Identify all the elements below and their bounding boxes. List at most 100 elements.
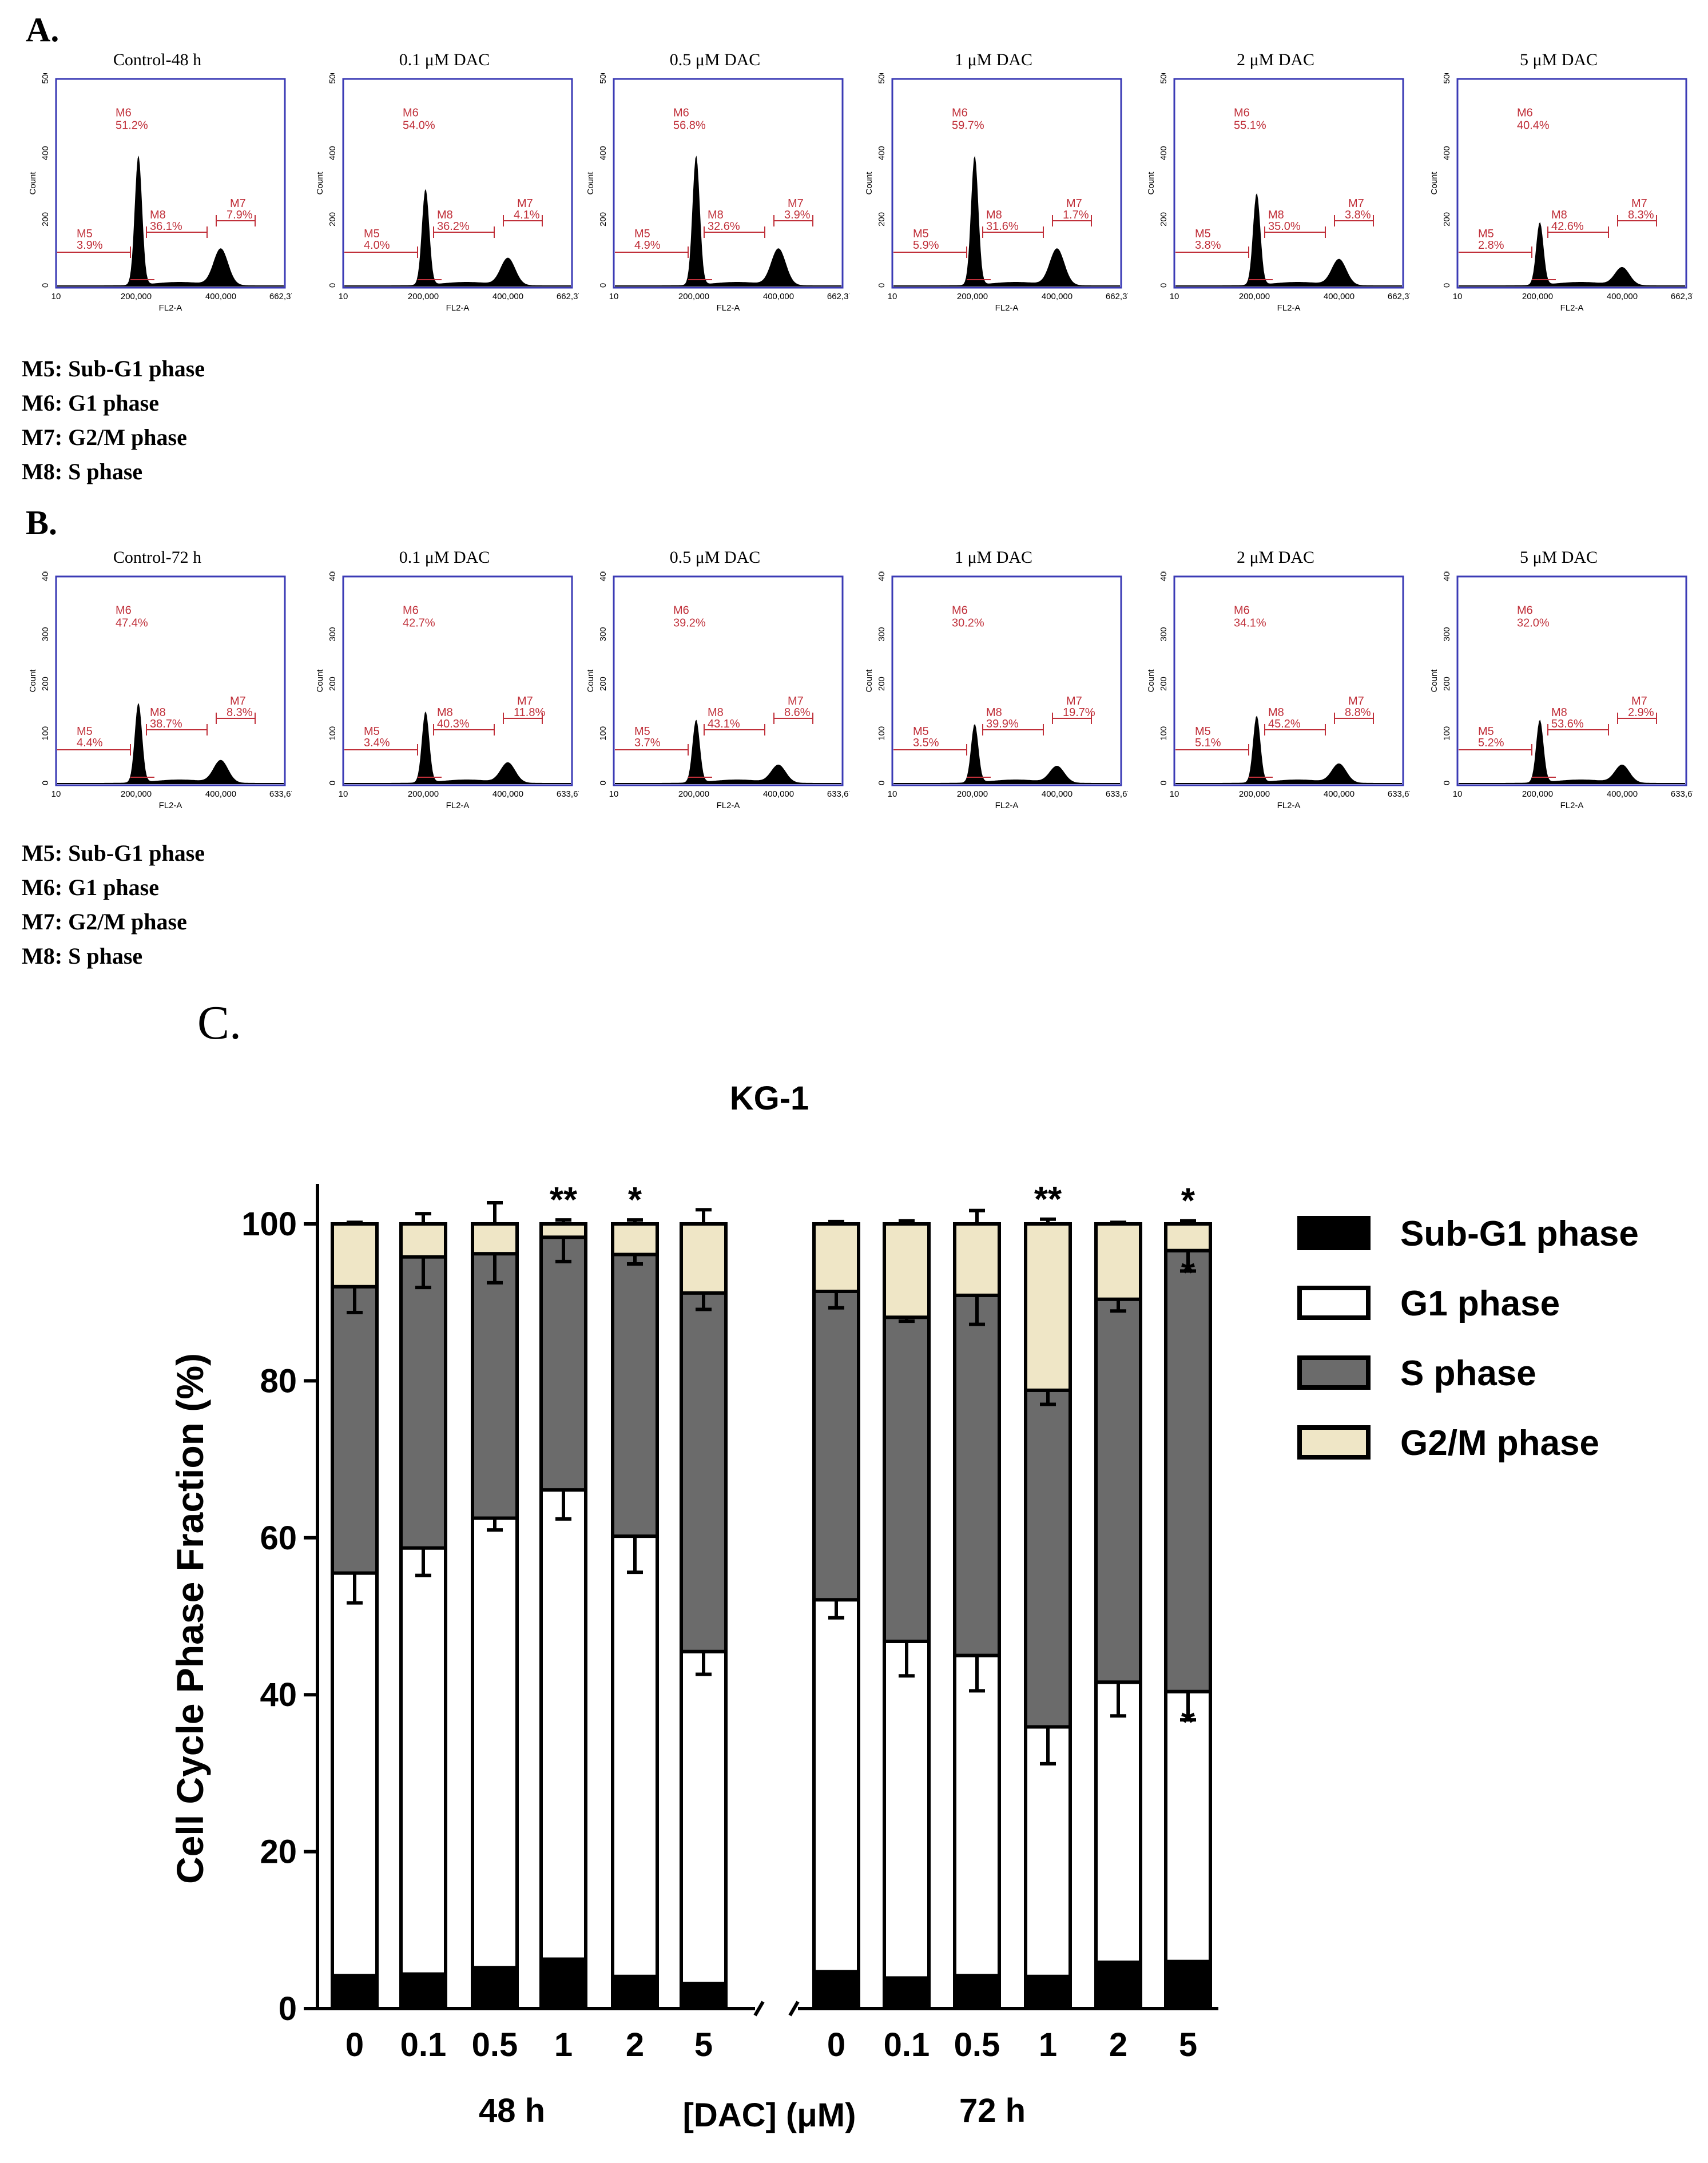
- significance-marker: *: [1181, 1182, 1195, 1221]
- histogram-title: 1 μM DAC: [954, 50, 1033, 69]
- bar-segment-sub-g1: [399, 1972, 447, 2010]
- histogram-x-tick: 10: [339, 292, 348, 301]
- phase-legend-item: M6: G1 phase: [22, 874, 159, 900]
- histogram-x-tick: 400,000: [492, 789, 523, 799]
- histogram-plot: 2 μM DAC 0 100 200 300 400 Count 10 200,000 400,0…: [1141, 548, 1410, 817]
- marker-m5-name: M5: [77, 725, 93, 738]
- histogram-plot: 2 μM DAC 0 200 400 500 Count 10 200,000 400,000 6…: [1141, 50, 1410, 319]
- histogram-x-label: FL2-A: [1560, 303, 1584, 313]
- marker-m8-value: 39.9%: [986, 718, 1019, 730]
- histogram-y-tick: 400: [328, 571, 337, 582]
- histogram-x-tick: 400,000: [1324, 292, 1355, 301]
- histogram-y-tick: 400: [877, 571, 887, 582]
- histogram-frame: [342, 575, 573, 786]
- marker-m5-name: M5: [77, 228, 93, 240]
- histogram-y-tick: 200: [598, 677, 608, 691]
- marker-m8-name: M8: [708, 706, 724, 719]
- y-tick-label: 40: [260, 1676, 297, 1713]
- phase-legend-item: M6: G1 phase: [22, 390, 159, 416]
- bar-segment-sub-g1: [680, 1982, 728, 2010]
- histogram-x-label: FL2-A: [159, 303, 182, 313]
- bar-segment-g1: [471, 1516, 519, 1970]
- histogram-plot: 5 μM DAC 0 100 200 300 400 Count 10 200,000 400,0…: [1424, 548, 1693, 817]
- bar-segment-sub-g1: [812, 1970, 860, 2010]
- histogram-x-tick: 400,000: [205, 292, 236, 301]
- histogram-y-tick: 200: [41, 212, 50, 226]
- bar-segment-sub-g1: [331, 1974, 379, 2010]
- histogram-y-tick: 200: [41, 677, 50, 691]
- marker-m7-name: M7: [1631, 197, 1647, 210]
- axis-break-mark: [788, 2001, 800, 2017]
- histogram-y-tick: 300: [1159, 627, 1169, 641]
- marker-m6-name: M6: [1234, 107, 1250, 120]
- histogram-svg: 0 200 400 500 Count 10 200,000 400,000 662,378 FL…: [28, 73, 292, 313]
- bar-segment-g1: [680, 1649, 728, 1986]
- histogram-plot: 0.5 μM DAC 0 200 400 500 Count 10 200,000 400,00…: [581, 50, 849, 319]
- histogram-y-tick: 200: [328, 212, 337, 226]
- histogram-x-tick: 633,674: [1671, 789, 1693, 799]
- histogram-x-label: FL2-A: [995, 801, 1019, 810]
- marker-m8-name: M8: [1551, 209, 1567, 221]
- marker-m7-name: M7: [230, 197, 246, 210]
- marker-m8-name: M8: [437, 209, 453, 221]
- marker-m5-value: 5.1%: [1195, 737, 1221, 749]
- histogram-title: 2 μM DAC: [1236, 548, 1315, 567]
- histogram-svg: 0 200 400 500 Count 10 200,000 400,000 662,378 FL…: [315, 73, 579, 313]
- marker-m6-value: 59.7%: [952, 120, 984, 132]
- histogram-x-tick: 662,378: [1388, 292, 1410, 301]
- bar-segment-s: [1024, 1388, 1072, 1729]
- histogram-x-label: FL2-A: [159, 801, 182, 810]
- marker-m6-name: M6: [1234, 605, 1250, 617]
- marker-m6-value: 47.4%: [116, 617, 148, 630]
- bar-segment-g1: [611, 1534, 659, 1978]
- phase-legend-item: M5: Sub-G1 phase: [22, 840, 205, 866]
- histogram-y-tick: 200: [1159, 212, 1169, 226]
- marker-m6-value: 54.0%: [403, 120, 435, 132]
- histogram-x-tick: 10: [609, 292, 619, 301]
- marker-m7-value: 11.8%: [514, 706, 545, 719]
- histogram-svg: 0 200 400 500 Count 10 200,000 400,000 662,378 FL…: [864, 73, 1128, 313]
- phase-legend-item: M8: S phase: [22, 943, 143, 969]
- marker-m5-value: 5.9%: [913, 239, 939, 252]
- histogram-frame: [1173, 78, 1404, 289]
- marker-m5-name: M5: [1195, 228, 1211, 240]
- histogram-plot: 5 μM DAC 0 200 400 500 Count 10 200,000 400,000 6…: [1424, 50, 1693, 319]
- marker-m5-value: 4.9%: [634, 239, 661, 252]
- histogram-x-label: FL2-A: [1560, 801, 1584, 810]
- marker-m5-value: 5.2%: [1478, 737, 1504, 749]
- bar-segment-g2m: [539, 1222, 587, 1239]
- bar-segment-s: [539, 1235, 587, 1492]
- bar-segment-g1: [812, 1598, 860, 1974]
- marker-m6-name: M6: [952, 605, 968, 617]
- histogram-x-tick: 400,000: [492, 292, 523, 301]
- marker-m8-value: 40.3%: [437, 718, 470, 730]
- marker-m8-value: 45.2%: [1268, 718, 1301, 730]
- marker-m8-name: M8: [986, 706, 1002, 719]
- marker-m7-value: 8.6%: [784, 706, 811, 719]
- histogram-y-tick: 100: [1159, 726, 1169, 741]
- marker-m7-value: 1.7%: [1063, 209, 1089, 221]
- histogram-x-tick: 200,000: [408, 292, 439, 301]
- legend-swatch-g1: [1297, 1286, 1371, 1320]
- bar-segment-g1: [1094, 1680, 1142, 1965]
- marker-m7-name: M7: [1348, 197, 1364, 210]
- histogram-y-tick: 0: [41, 283, 50, 288]
- bar-segment-g1: [953, 1653, 1001, 1978]
- marker-m7-name: M7: [1631, 695, 1647, 707]
- marker-m5-name: M5: [913, 725, 929, 738]
- bar-segment-s: [1094, 1297, 1142, 1684]
- marker-m5-name: M5: [634, 725, 650, 738]
- marker-m8-name: M8: [150, 209, 166, 221]
- histogram-x-tick: 200,000: [1522, 789, 1553, 799]
- histogram-y-tick: 400: [877, 146, 887, 160]
- histogram-y-tick: 200: [1159, 677, 1169, 691]
- histogram-x-label: FL2-A: [717, 801, 740, 810]
- significance-marker: **: [1034, 1180, 1062, 1219]
- marker-m6-name: M6: [403, 605, 419, 617]
- histogram-title: 0.1 μM DAC: [399, 50, 490, 69]
- histogram-x-tick: 400,000: [763, 292, 794, 301]
- marker-m7-name: M7: [788, 197, 804, 210]
- marker-m8-value: 38.7%: [150, 718, 182, 730]
- group-label-48h: 48 h: [479, 2092, 545, 2129]
- marker-m6-name: M6: [1517, 605, 1533, 617]
